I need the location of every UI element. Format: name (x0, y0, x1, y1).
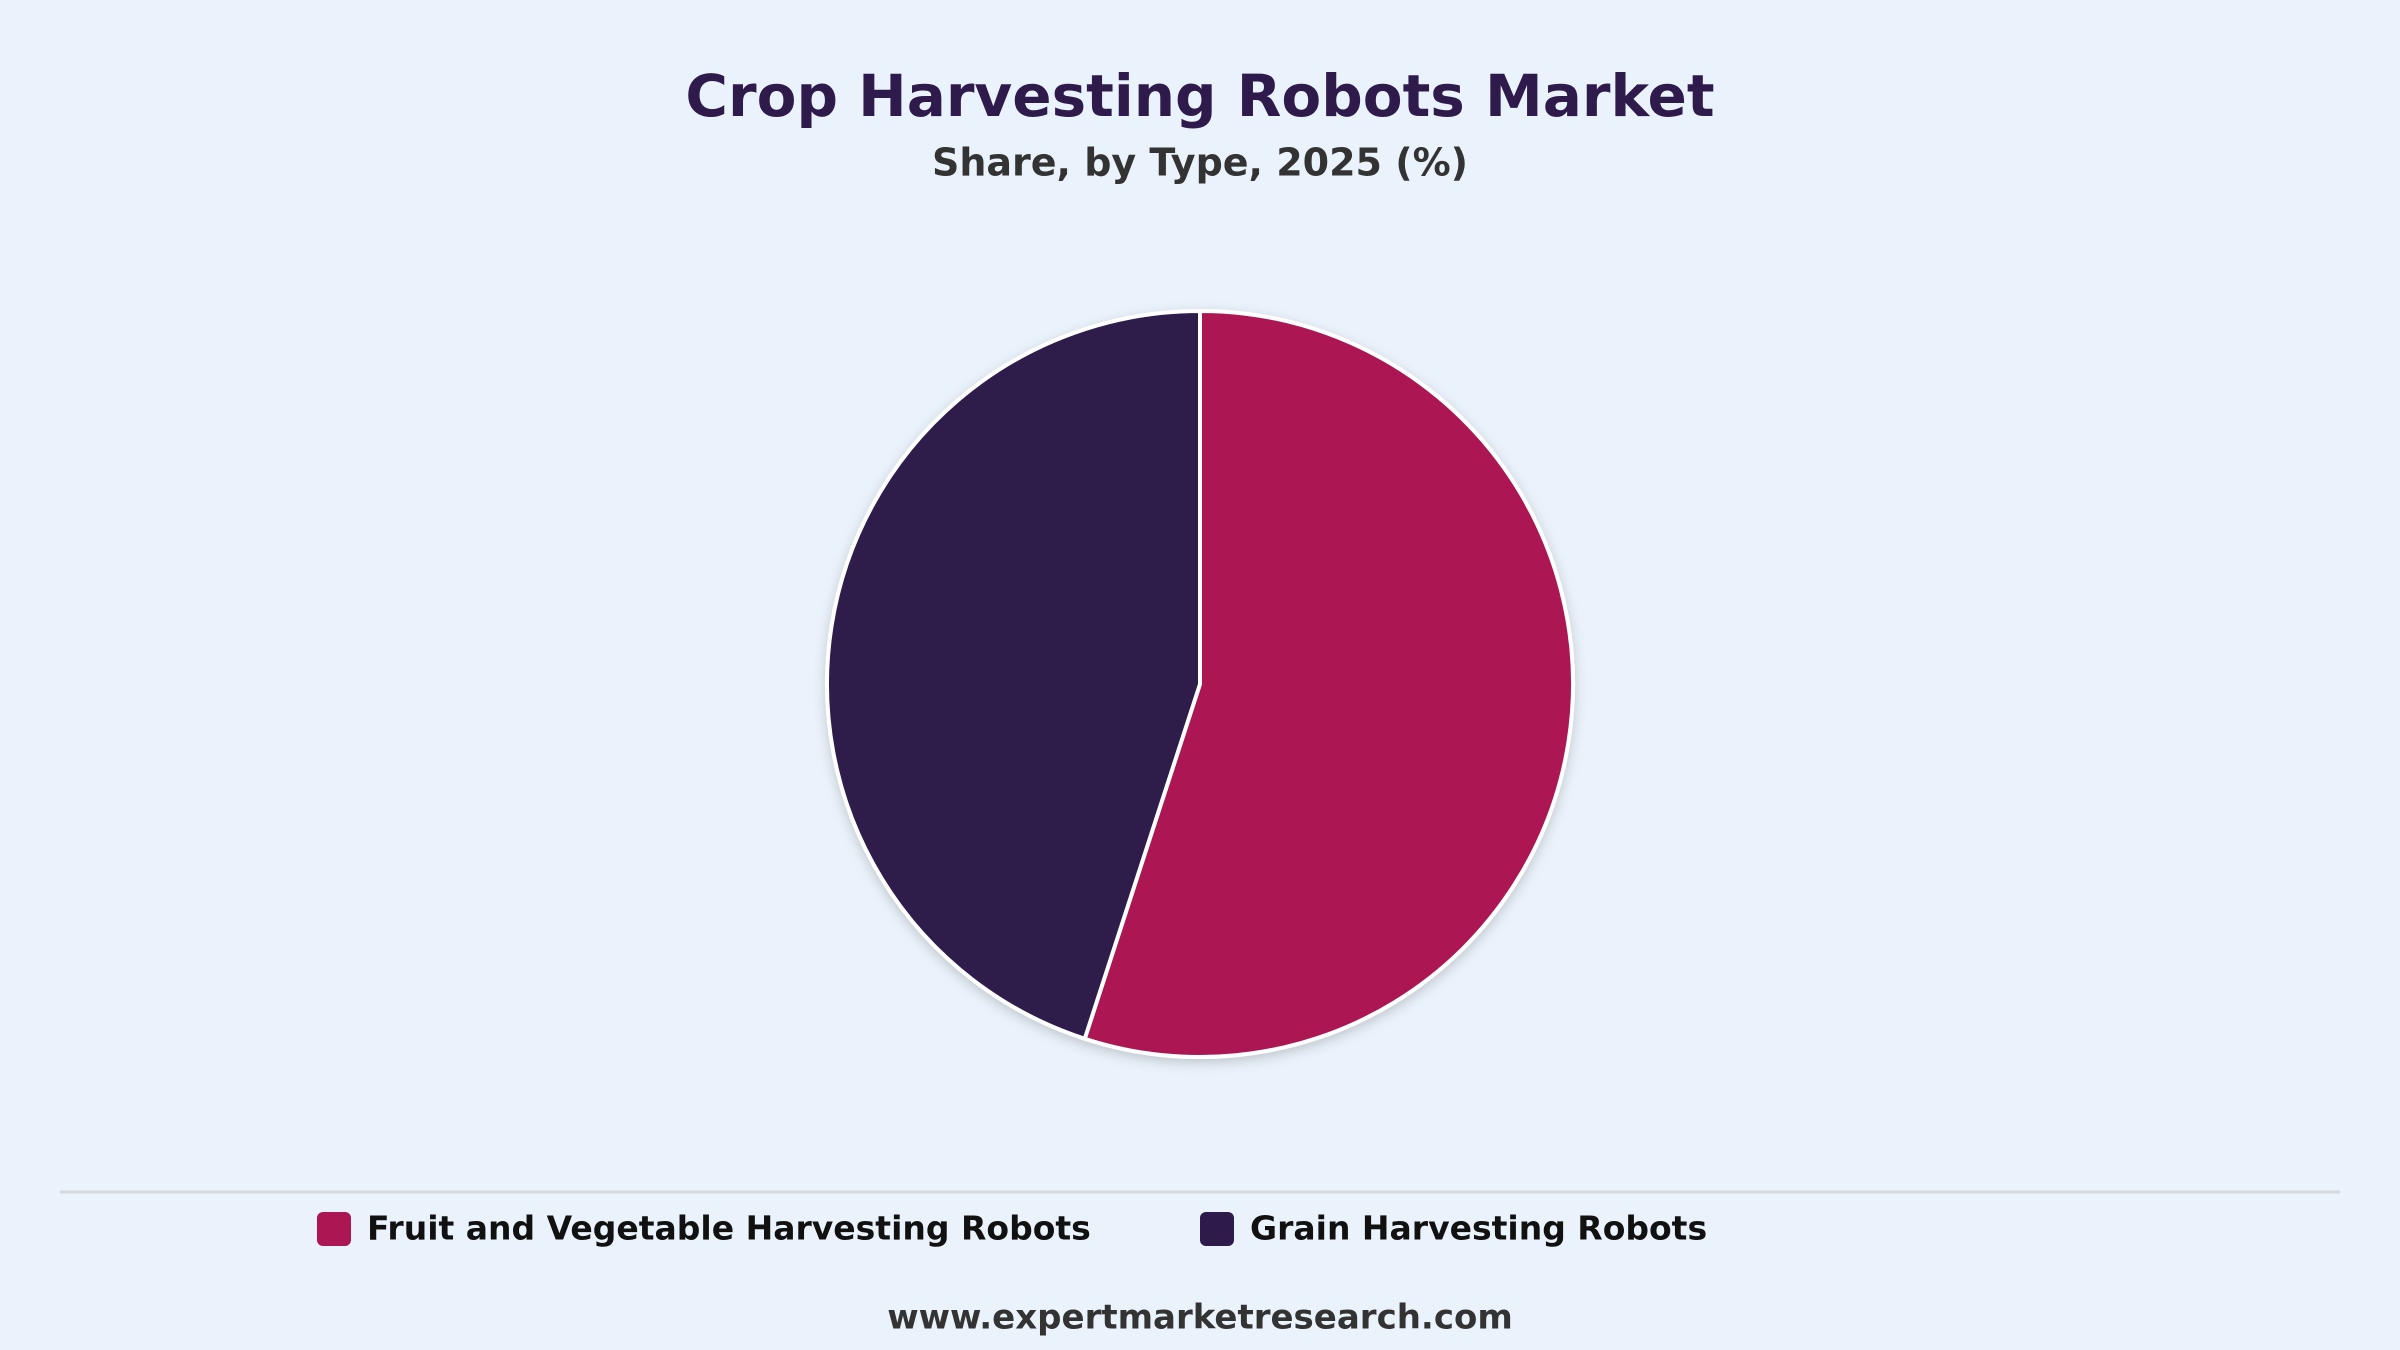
legend-label: Fruit and Vegetable Harvesting Robots (367, 1209, 1091, 1248)
pie (825, 309, 1576, 1059)
pie-slice (1082, 309, 1576, 1059)
legend-label: Grain Harvesting Robots (1250, 1209, 1707, 1248)
chart-title: Crop Harvesting Robots Market (685, 62, 1714, 130)
chart-subtitle: Share, by Type, 2025 (%) (932, 141, 1468, 185)
pie-slice (825, 309, 1202, 1041)
legend-swatch (1200, 1212, 1234, 1246)
legend: Fruit and Vegetable Harvesting Robots Gra… (317, 1209, 1707, 1248)
footer: www.expertmarketresearch.com (887, 1298, 1513, 1338)
legend-swatch (317, 1212, 351, 1246)
